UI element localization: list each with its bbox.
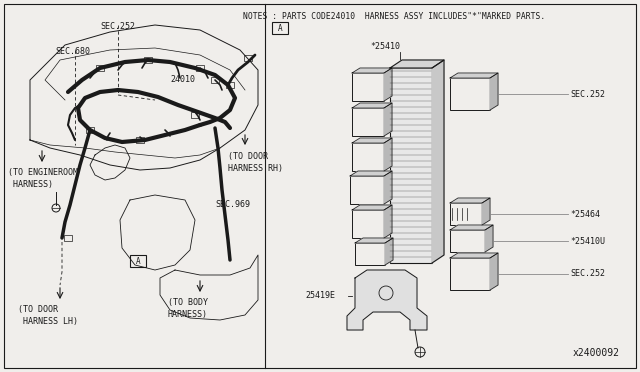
Text: SEC.969: SEC.969 [215, 200, 250, 209]
Bar [450, 230, 485, 252]
Polygon shape [450, 73, 498, 78]
Polygon shape [384, 171, 392, 204]
Text: x2400092: x2400092 [573, 348, 620, 358]
Bar [352, 210, 384, 238]
Polygon shape [355, 238, 393, 243]
Polygon shape [385, 238, 393, 265]
Bar [244, 55, 252, 61]
Bar [144, 57, 152, 63]
Bar [196, 65, 204, 71]
Bar [352, 143, 384, 171]
Bar [450, 203, 482, 225]
Polygon shape [352, 205, 392, 210]
Text: (TO DOOR
HARNESS RH): (TO DOOR HARNESS RH) [228, 152, 283, 173]
Text: 24010: 24010 [170, 75, 195, 84]
Polygon shape [384, 68, 392, 101]
Bar [272, 22, 288, 34]
Polygon shape [384, 138, 392, 171]
Text: *25410U: *25410U [570, 237, 605, 246]
Bar [450, 78, 490, 110]
Text: 25419E: 25419E [305, 292, 335, 301]
Polygon shape [432, 60, 444, 263]
Bar [352, 108, 384, 136]
Polygon shape [390, 60, 444, 68]
Polygon shape [450, 225, 493, 230]
Bar [355, 243, 385, 265]
Bar [450, 258, 490, 290]
Bar [96, 65, 104, 71]
Bar [191, 112, 199, 118]
Text: SEC.252: SEC.252 [570, 269, 605, 279]
Polygon shape [352, 103, 392, 108]
Polygon shape [490, 73, 498, 110]
Polygon shape [352, 68, 392, 73]
Text: SEC.680: SEC.680 [55, 47, 90, 56]
Bar [390, 68, 432, 263]
Text: A: A [278, 23, 282, 32]
Text: NOTES : PARTS CODE24010  HARNESS ASSY INCLUDES"*"MARKED PARTS.: NOTES : PARTS CODE24010 HARNESS ASSY INC… [243, 12, 545, 21]
Bar [136, 137, 144, 143]
Text: *25410: *25410 [370, 42, 400, 51]
Text: *25464: *25464 [570, 209, 600, 218]
Text: A: A [136, 257, 140, 266]
Text: SEC.252: SEC.252 [100, 22, 135, 31]
Bar [211, 77, 219, 83]
Bar [86, 127, 94, 133]
Text: (TO BODY
HARNESS): (TO BODY HARNESS) [168, 298, 208, 319]
Polygon shape [384, 103, 392, 136]
Polygon shape [485, 225, 493, 252]
Polygon shape [352, 138, 392, 143]
Polygon shape [450, 198, 490, 203]
Polygon shape [450, 253, 498, 258]
Text: (TO DOOR
 HARNESS LH): (TO DOOR HARNESS LH) [18, 305, 78, 326]
Polygon shape [347, 270, 427, 330]
Bar [130, 255, 146, 267]
Polygon shape [350, 171, 392, 176]
Polygon shape [482, 198, 490, 225]
Polygon shape [490, 253, 498, 290]
Bar [64, 235, 72, 241]
Bar [226, 82, 234, 88]
Text: SEC.252: SEC.252 [570, 90, 605, 99]
Text: (TO ENGINEROOM
 HARNESS): (TO ENGINEROOM HARNESS) [8, 168, 78, 189]
Bar [352, 73, 384, 101]
Bar [350, 176, 384, 204]
Polygon shape [384, 205, 392, 238]
